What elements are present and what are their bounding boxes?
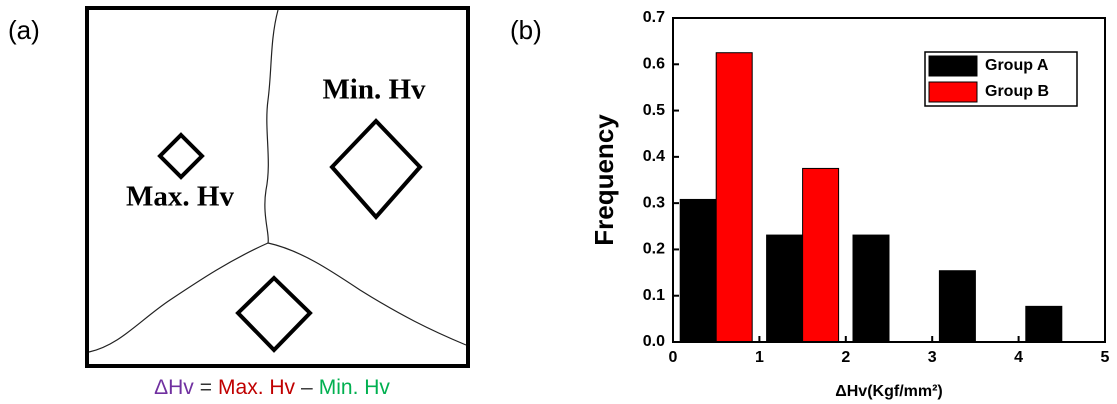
- indent-medium: [235, 275, 313, 353]
- indent-small: [157, 132, 205, 180]
- plot-frame: [672, 17, 1106, 343]
- x-tick-label: 4: [1014, 349, 1023, 366]
- y-tick-label: 0.5: [643, 102, 665, 119]
- bar: [852, 234, 890, 343]
- legend-swatch: [928, 81, 978, 103]
- max-label: Max. Hv: [126, 181, 234, 213]
- x-tick-label: 5: [1101, 349, 1110, 366]
- grain-boundary: [264, 9, 279, 244]
- bar: [766, 234, 804, 343]
- grain-boundary: [88, 242, 467, 353]
- x-axis-label: ΔHv(Kgf/mm²): [835, 383, 943, 400]
- x-tick-label: 0: [669, 349, 678, 366]
- legend-label: Group B: [985, 83, 1049, 100]
- x-tick-label: 2: [841, 349, 850, 366]
- caption-part: Min. Hv: [319, 376, 391, 399]
- caption-part: Max. Hv: [218, 376, 296, 399]
- legend-swatch: [928, 55, 978, 77]
- y-tick-label: 0.1: [643, 287, 665, 304]
- y-tick-label: 0.4: [643, 148, 665, 165]
- x-tick-label: 3: [928, 349, 937, 366]
- y-tick-label: 0.0: [643, 333, 665, 350]
- y-tick-label: 0.2: [643, 241, 665, 258]
- chart: 0.0 0.1 0.2 0.3 0.4 0.5 0.6 0.7 0 1 2 3 4 5 ΔHv(Kgf/mm…: [589, 9, 1110, 400]
- panel-label: (b): [510, 15, 542, 45]
- y-axis-label: Frequency: [589, 114, 619, 246]
- caption: ΔHv = Max. Hv – Min. Hv: [154, 376, 390, 399]
- bar: [802, 167, 840, 343]
- bar: [715, 52, 753, 343]
- bar: [1025, 305, 1063, 343]
- y-tick-label: 0.6: [643, 56, 665, 73]
- legend-label: Group A: [985, 57, 1049, 74]
- y-tick-label: 0.7: [643, 9, 665, 26]
- bar: [679, 198, 717, 343]
- bar: [938, 270, 976, 343]
- caption-part: ΔHv: [154, 376, 194, 399]
- y-tick-label: 0.3: [643, 194, 665, 211]
- x-tick-label: 1: [755, 349, 764, 366]
- caption-part: –: [301, 376, 313, 399]
- caption-part: =: [200, 376, 212, 399]
- min-label: Min. Hv: [322, 74, 426, 106]
- indent-large: [329, 118, 423, 221]
- panel-label: (a): [8, 15, 40, 45]
- sample-frame: [85, 6, 470, 368]
